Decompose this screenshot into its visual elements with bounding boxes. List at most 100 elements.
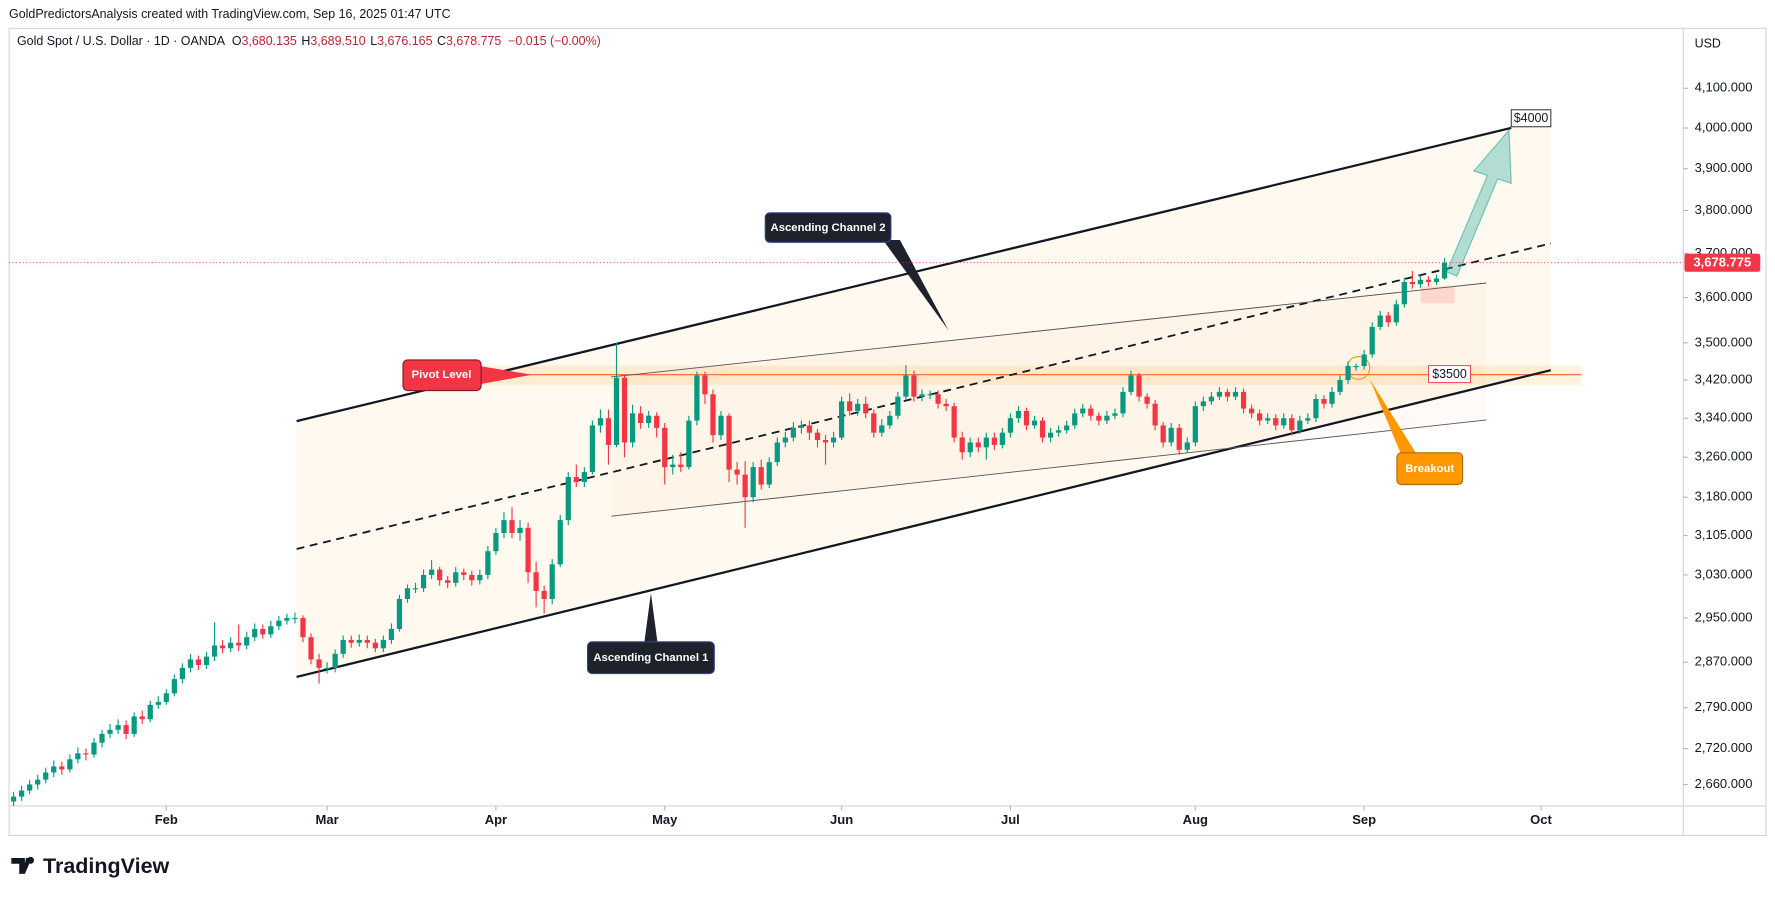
last-price-box (1684, 253, 1761, 272)
candle-body (1168, 427, 1174, 443)
candle-body (1088, 408, 1094, 416)
candle-body (1337, 380, 1343, 392)
candle-body (284, 617, 290, 621)
candle-body (236, 642, 242, 646)
channel-1-fill (296, 117, 1551, 677)
candle-body (1305, 418, 1311, 421)
candle-body (718, 415, 724, 436)
target-arrow (1445, 128, 1512, 277)
candle-body (605, 418, 612, 445)
candle-body (927, 394, 933, 396)
candle-body (276, 620, 282, 627)
candle-body (887, 415, 893, 426)
candle-body (734, 469, 740, 475)
ohlc-value: 3,678.775 (446, 34, 501, 48)
candle-body (597, 418, 604, 426)
candle-body (879, 425, 885, 433)
candle-body (107, 729, 113, 734)
channel-2-label: Ascending Channel 2 (771, 222, 886, 234)
candle-body (203, 656, 210, 666)
y-tick-label: 2,720.000 (1695, 740, 1753, 755)
y-tick-label: 3,800.000 (1695, 202, 1753, 217)
candle-body (292, 617, 298, 620)
candle-body (1023, 410, 1030, 426)
candle-body (139, 716, 145, 720)
candle-body (951, 406, 957, 438)
candle-body (1385, 315, 1391, 323)
candle-body (260, 628, 266, 635)
candle-body (911, 375, 917, 397)
brand-logo (11, 856, 35, 874)
candle-body (919, 394, 925, 397)
chart-frame (8, 27, 1767, 836)
currency: USD (1695, 36, 1721, 50)
brand: TradingView (11, 854, 170, 878)
candle-body (300, 617, 306, 638)
candle-body (750, 467, 756, 498)
candle-body (1273, 418, 1279, 426)
candle-body (1048, 432, 1054, 438)
candle-body (99, 733, 105, 743)
candle-body (219, 645, 226, 649)
candle-body (1289, 418, 1295, 431)
y-tick-label: 3,600.000 (1695, 289, 1753, 304)
candle-body (1425, 279, 1432, 282)
candle-body (533, 572, 539, 591)
candle-body (1176, 427, 1182, 450)
candle-body (710, 394, 716, 436)
channel-2-lower (611, 419, 1487, 517)
candle-body (517, 527, 523, 533)
candle-body (211, 645, 218, 657)
candle-body (1064, 425, 1070, 431)
candle-body (638, 413, 644, 424)
candle-body (195, 659, 202, 666)
candle-body (589, 425, 595, 473)
candle-body (1080, 408, 1086, 414)
candle-body (565, 477, 571, 521)
candle-body (187, 659, 194, 668)
candle-body (412, 588, 419, 590)
candle-body (1056, 430, 1062, 433)
candle-body (1184, 442, 1190, 450)
ohlc-value: 3,676.165 (377, 34, 432, 48)
candle-body (67, 759, 73, 770)
ohlc-value: 3,689.510 (310, 34, 365, 48)
breakout-callout (1396, 452, 1464, 486)
candle-body (501, 520, 507, 533)
candle-body (372, 642, 378, 649)
candle-body (1224, 391, 1231, 397)
channel-2-callout (764, 212, 892, 243)
y-tick-label: 3,105.000 (1695, 527, 1753, 542)
candle-body (163, 693, 169, 702)
candle-body (1377, 315, 1383, 327)
candle-body (758, 467, 764, 485)
candle-body (1007, 418, 1014, 433)
candle-body (179, 667, 186, 680)
x-tick-label: Aug (1183, 812, 1208, 827)
callouts: Pivot Level $3500 $4000 Ascending Channe… (402, 109, 1552, 675)
candle-body (694, 375, 700, 421)
candle-body (670, 464, 676, 468)
pivot-pointer (469, 364, 533, 387)
y-tick-label: 4,000.000 (1695, 119, 1753, 134)
plot (10, 258, 1448, 806)
candle-body (903, 375, 909, 397)
candle-body (629, 413, 636, 443)
candle-body (155, 701, 161, 705)
candle-body (1441, 262, 1448, 279)
target-4000-box (1510, 109, 1552, 128)
candle-body (123, 725, 129, 734)
candle-body (1232, 391, 1239, 397)
candle-body (863, 403, 869, 414)
candle-body (1393, 304, 1399, 323)
candle-body (51, 766, 57, 773)
candle-body (1216, 391, 1223, 397)
candle-body (1409, 281, 1415, 285)
candle-body (388, 628, 395, 640)
candle-body (991, 437, 997, 445)
legend-line: Gold Spot / U.S. Dollar · 1D · OANDA O3,6… (17, 34, 601, 48)
candle-body (814, 432, 821, 441)
y-tick-label: 2,660.000 (1695, 776, 1753, 791)
candle-body (380, 639, 386, 649)
